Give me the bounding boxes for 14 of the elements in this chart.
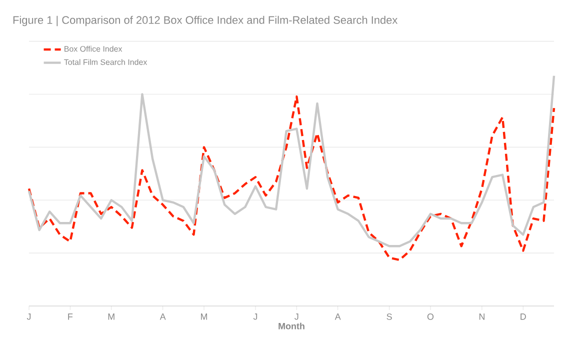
x-tick-label: M: [108, 314, 114, 320]
x-tick-label: N: [479, 314, 484, 320]
x-axis-title: Month: [278, 322, 304, 330]
chart-title: Figure 1 | Comparison of 2012 Box Office Index and Film-Related Search Index: [13, 16, 398, 26]
x-tick-label: J: [26, 314, 31, 320]
x-tick-label: S: [386, 314, 392, 320]
x-tick-label: A: [160, 314, 166, 320]
x-tick-label: M: [201, 314, 207, 320]
x-tick-label: A: [334, 314, 341, 320]
x-tick-label: F: [68, 314, 73, 320]
x-tick-label: J: [294, 314, 298, 320]
x-tick-label: O: [427, 314, 434, 320]
x-tick-label: J: [253, 314, 258, 320]
x-tick-label: D: [520, 314, 526, 320]
